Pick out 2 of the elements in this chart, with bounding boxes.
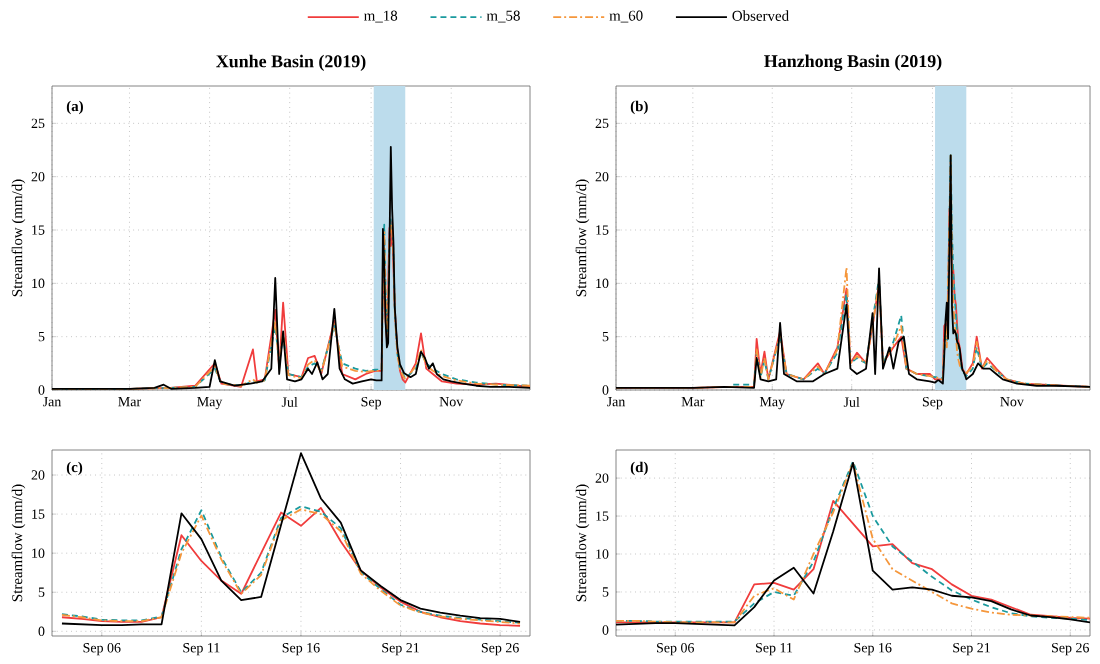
chart-title: Xunhe Basin (2019) <box>216 54 366 71</box>
chart-title: Hanzhong Basin (2019) <box>764 54 942 71</box>
